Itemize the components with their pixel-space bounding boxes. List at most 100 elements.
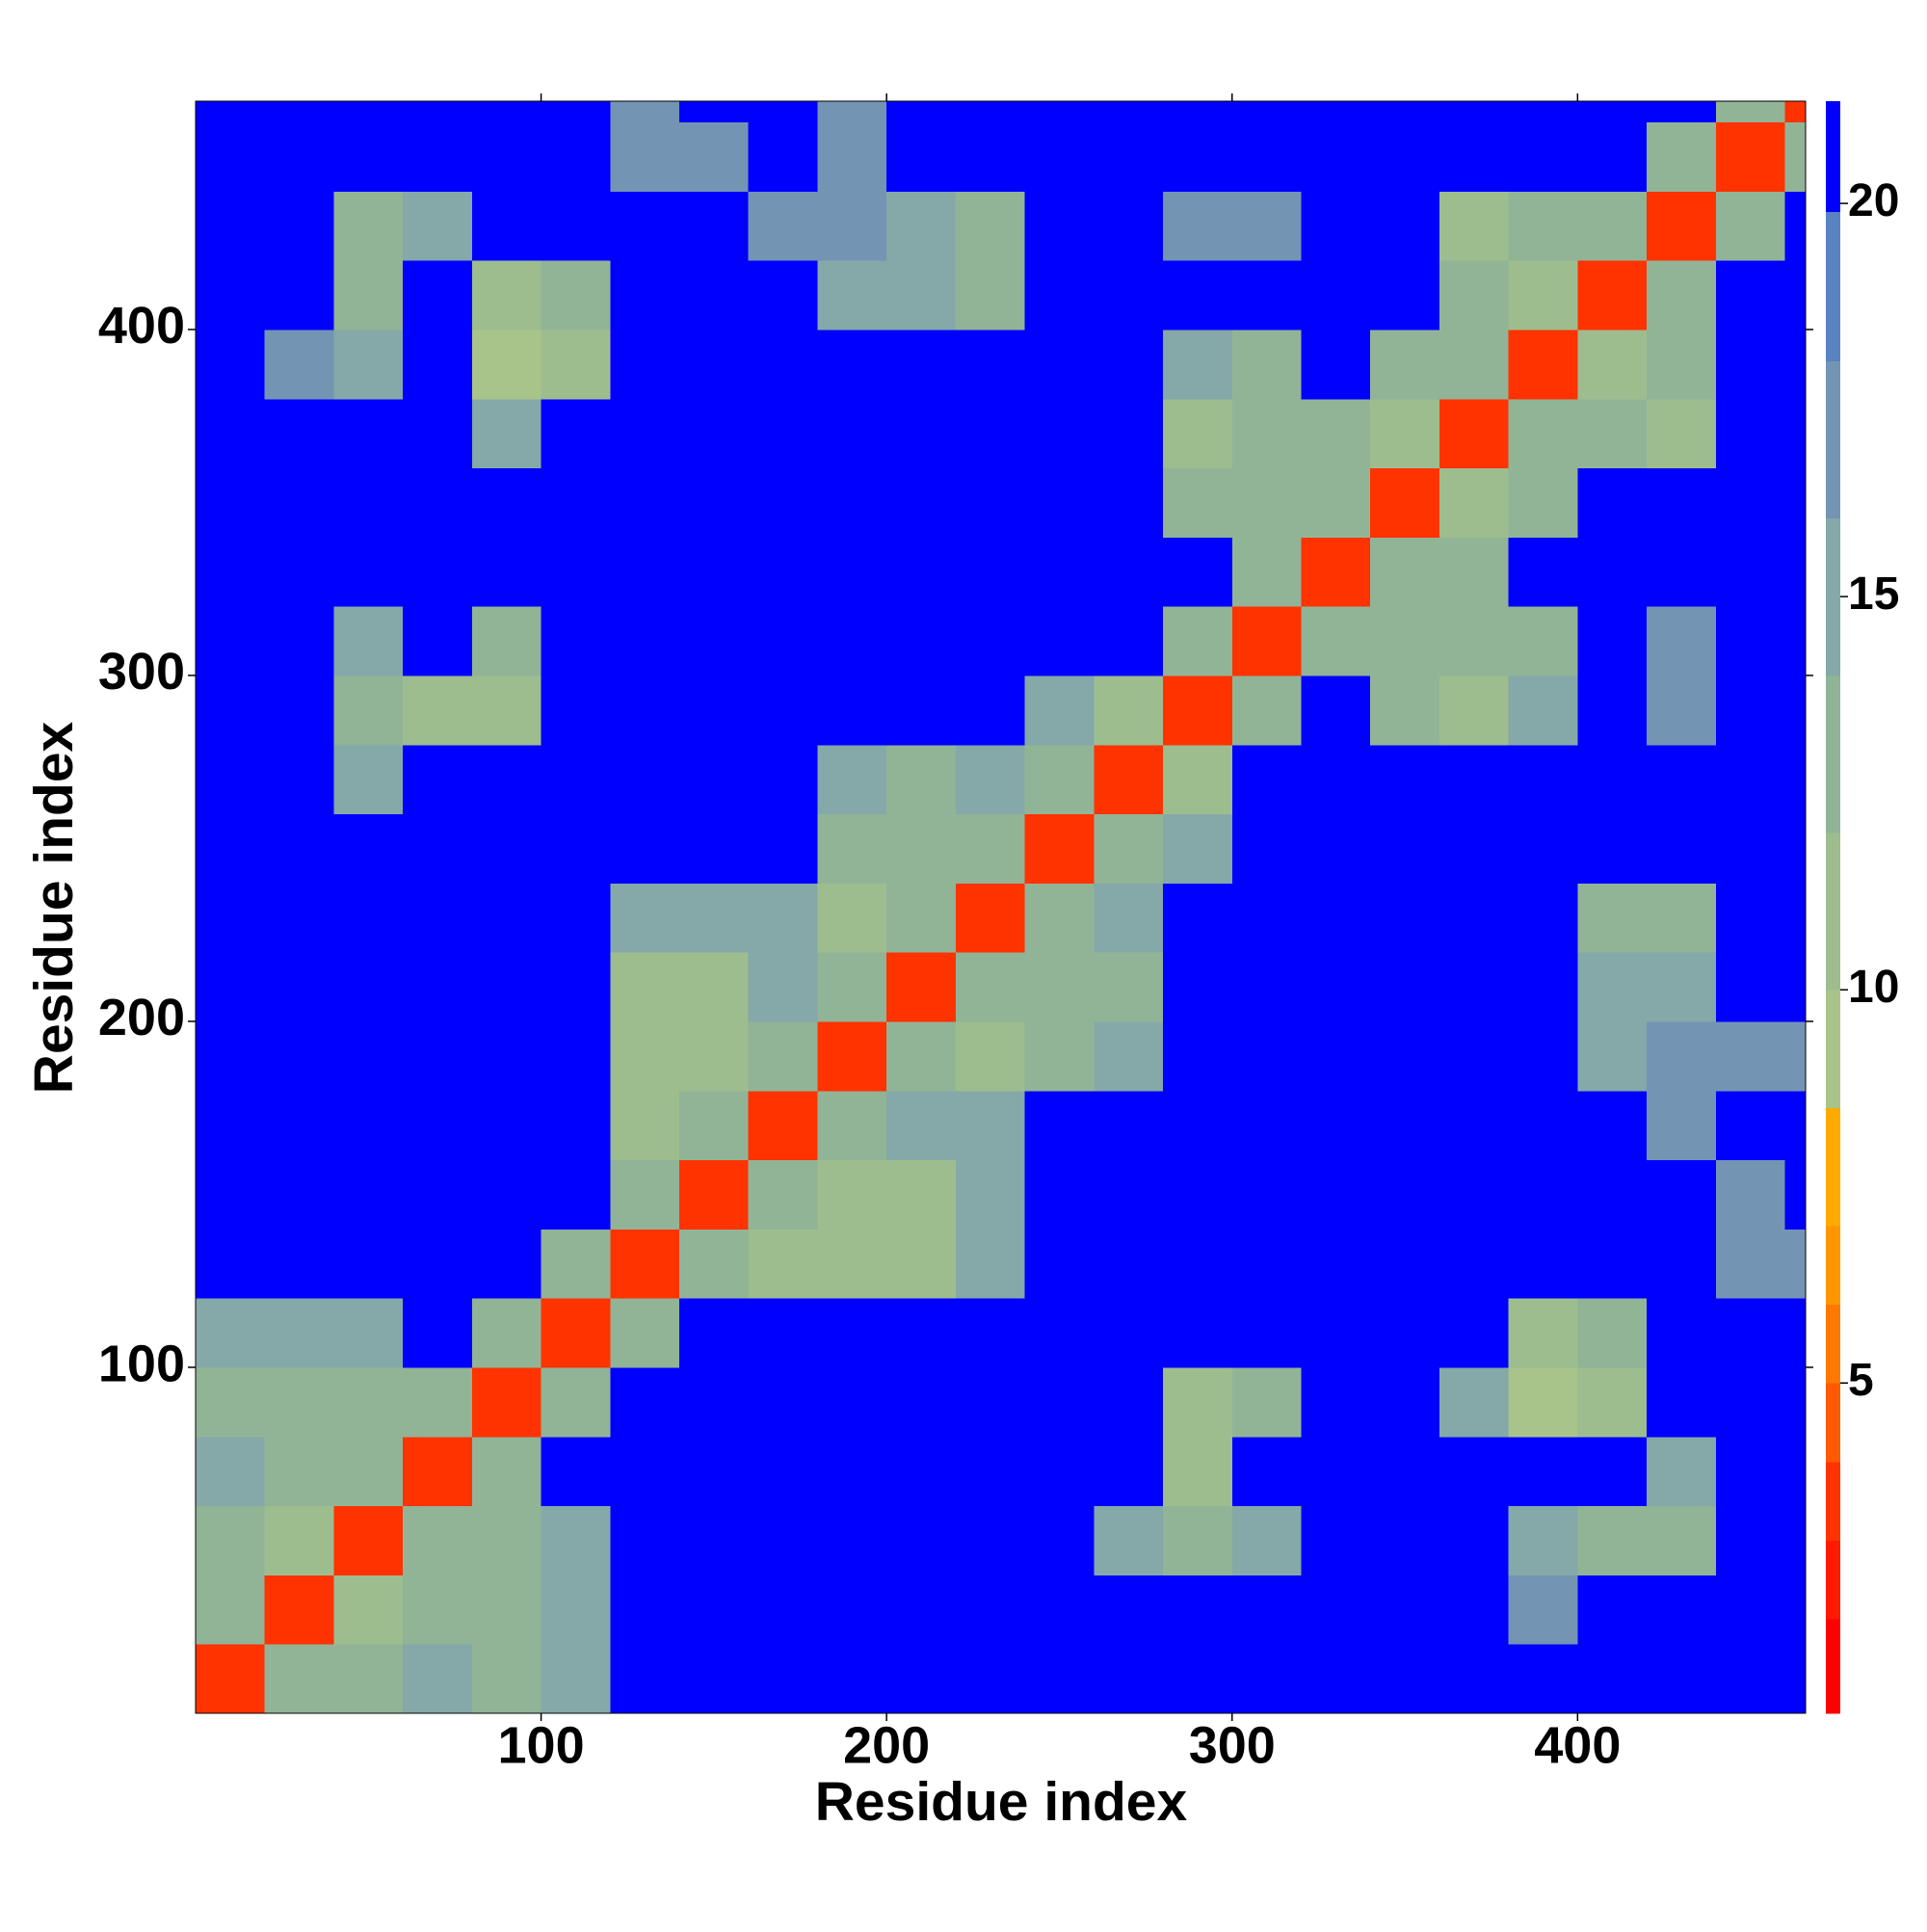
heatmap-cell [1370,467,1440,538]
heatmap-cell [196,675,266,746]
heatmap-cell [196,952,266,1022]
heatmap-cell [1439,398,1510,469]
heatmap-cell [1508,467,1578,538]
heatmap-cell [1301,1020,1371,1092]
heatmap-cell [471,398,542,469]
heatmap-cell [1301,467,1371,538]
heatmap-cell [333,1159,404,1230]
heatmap-cell [196,260,266,331]
heatmap-cell [679,537,750,607]
heatmap-cell [1439,883,1510,953]
heatmap-cell [1163,952,1233,1022]
heatmap-cell [886,1505,957,1575]
heatmap-cell [333,1366,404,1438]
heatmap-cell [748,1644,818,1714]
heatmap-cell [955,121,1026,192]
heatmap-cell [1163,813,1233,884]
heatmap-cell [1647,952,1717,1022]
heatmap-cell [471,606,542,676]
heatmap-cell [1370,537,1440,607]
heatmap-cell [1439,606,1510,676]
heatmap-cell [471,675,542,746]
heatmap-cell [1439,260,1510,331]
heatmap-cell [403,1159,473,1230]
heatmap-cell [748,1020,818,1092]
heatmap-cell [886,398,957,469]
heatmap-cell [1577,1298,1648,1368]
heatmap-cell [1577,744,1648,815]
heatmap-cell [817,1229,887,1299]
heatmap-cell [748,467,818,538]
heatmap-cell [1784,1505,1807,1575]
heatmap-cell [817,883,887,953]
heatmap-cell [1163,537,1233,607]
heatmap-cell [333,744,404,815]
heatmap-cell [471,1298,542,1368]
heatmap-cell [1094,1505,1164,1575]
heatmap-cell [1784,1090,1807,1161]
heatmap-cell [679,1575,750,1645]
heatmap-cell [1647,883,1717,953]
heatmap-cell [1647,1575,1717,1645]
heatmap-cell [471,1090,542,1161]
heatmap-cell [1439,675,1510,746]
heatmap-cell [886,744,957,815]
heatmap-cell [817,191,887,261]
heatmap-cell [1231,813,1302,884]
heatmap-cell [1508,1575,1578,1645]
heatmap-cell [1231,1229,1302,1299]
heatmap-cell [817,1159,887,1230]
heatmap-cell [264,744,334,815]
plot-frame [195,100,1807,1714]
heatmap-cell [748,1298,818,1368]
heatmap-cell [1647,191,1717,261]
colorbar-band [1826,1304,1840,1384]
heatmap-cell [1577,1366,1648,1438]
heatmap-cell [1094,1436,1164,1507]
heatmap-cell [196,101,266,123]
heatmap-cell [817,329,887,400]
heatmap-cell [1094,883,1164,953]
heatmap-cell [955,1436,1026,1507]
heatmap-cell [1024,260,1095,331]
heatmap-cell [333,1298,404,1368]
heatmap-cell [1715,744,1785,815]
heatmap-cell [1647,1298,1717,1368]
heatmap-cell [1163,101,1233,123]
heatmap-cell [1163,1298,1233,1368]
heatmap-cell [679,952,750,1022]
heatmap-cell [403,1298,473,1368]
heatmap-cell [886,1366,957,1438]
heatmap-cell [1508,1020,1578,1092]
heatmap-cell [1301,883,1371,953]
heatmap-cell [333,191,404,261]
heatmap-cell [1094,1159,1164,1230]
heatmap-cell [541,121,611,192]
heatmap-cell [748,329,818,400]
heatmap-cell [1784,1159,1807,1230]
heatmap-cell [196,1575,266,1645]
heatmap-cell [1163,398,1233,469]
heatmap-cell [748,537,818,607]
heatmap-cell [264,537,334,607]
heatmap-cell [1647,398,1717,469]
heatmap-cell [1577,1159,1648,1230]
heatmap-cell [541,537,611,607]
heatmap-cell [886,260,957,331]
heatmap-cell [610,883,680,953]
heatmap-cell [1231,1436,1302,1507]
heatmap-cell [1715,1575,1785,1645]
heatmap-cell [1094,952,1164,1022]
heatmap-cell [1577,952,1648,1022]
heatmap-cell [1577,121,1648,192]
heatmap-cell [748,1229,818,1299]
heatmap-cell [333,1020,404,1092]
heatmap-cell [1784,883,1807,953]
heatmap-cell [679,1644,750,1714]
heatmap-cell [1163,1159,1233,1230]
heatmap-cell [1508,952,1578,1022]
heatmap-cell [1715,813,1785,884]
heatmap-cell [817,1436,887,1507]
heatmap-cell [541,329,611,400]
heatmap-cell [1784,1366,1807,1438]
